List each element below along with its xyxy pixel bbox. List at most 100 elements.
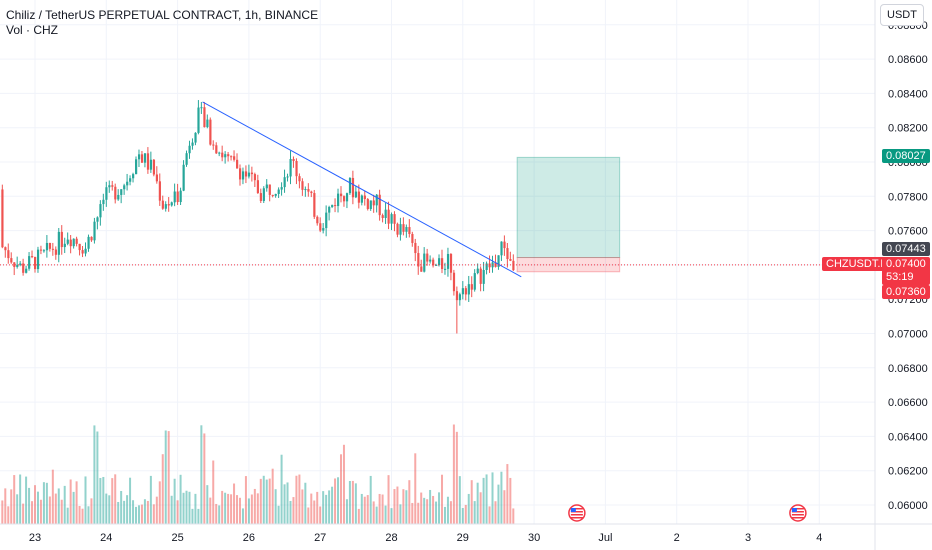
volume-bar — [441, 474, 444, 524]
volume-bar — [375, 506, 378, 524]
volume-bar — [482, 477, 485, 524]
volume-bar — [271, 468, 274, 524]
volume-bar — [256, 493, 259, 524]
us-flag-icon — [568, 504, 586, 522]
candle-body — [280, 187, 283, 190]
volume-bar — [34, 485, 36, 524]
candle-body — [51, 248, 55, 250]
volume-bar — [429, 489, 432, 524]
candle-body — [274, 193, 277, 196]
candle-body — [194, 132, 197, 143]
candle-body — [179, 190, 182, 203]
volume-bar — [378, 493, 381, 524]
candle-body — [253, 174, 257, 181]
candle-body — [75, 238, 78, 244]
volume-bar — [158, 481, 161, 524]
currency-button[interactable]: USDT — [880, 4, 924, 26]
event-flags[interactable] — [568, 504, 807, 522]
candle-body — [339, 193, 343, 197]
candle-body — [126, 181, 129, 186]
volume-bar — [114, 474, 117, 524]
volume-bar — [75, 481, 78, 524]
volume-bars — [1, 424, 515, 524]
volume-bar — [443, 506, 446, 524]
volume-bar — [238, 497, 241, 524]
volume-bar — [143, 499, 146, 524]
candle-body — [161, 200, 164, 209]
flag-stripe — [791, 508, 804, 510]
volume-bar — [420, 492, 423, 524]
candle-body — [295, 160, 298, 177]
volume-bar — [54, 493, 57, 524]
volume-bar — [57, 488, 60, 524]
candle-body — [28, 256, 31, 269]
candle-body — [215, 145, 218, 154]
volume-bar — [152, 504, 155, 524]
volume-bar — [399, 504, 402, 524]
volume-bar — [485, 474, 488, 524]
candle-body — [48, 242, 52, 249]
current-price-label: 0.07400 53:19 — [882, 257, 930, 285]
volume-bar — [87, 506, 90, 524]
candle-body — [170, 202, 173, 206]
volume-bar — [506, 464, 509, 524]
volume-bar — [176, 500, 179, 524]
candle-body — [221, 152, 224, 158]
volume-bar — [426, 499, 429, 524]
volume-bar — [423, 497, 426, 524]
flag-circle — [789, 504, 807, 522]
volume-bar — [140, 504, 143, 524]
candle-body — [485, 263, 488, 270]
candle-body — [313, 193, 316, 217]
time-axis[interactable]: 23 24 25 26 27 28 29 30 Jul 2 3 4 — [0, 523, 932, 544]
candle-body — [108, 185, 111, 188]
candle-body — [197, 107, 200, 133]
volume-bar — [51, 469, 54, 524]
volume-bar — [509, 477, 512, 524]
candle-body — [36, 249, 40, 270]
y-tick-label: 0.08400 — [888, 88, 928, 100]
volume-bar — [194, 493, 197, 524]
candlesticks — [1, 100, 515, 334]
volume-bar — [197, 508, 200, 524]
volume-bar — [259, 478, 262, 524]
candle-body — [227, 154, 230, 157]
volume-bar — [224, 492, 227, 524]
volume-bar — [265, 479, 268, 524]
y-tick-label: 0.06600 — [888, 397, 928, 409]
candle-body — [292, 158, 295, 161]
volume-bar — [39, 499, 42, 524]
candle-body — [149, 159, 153, 170]
volume-bar — [66, 507, 69, 524]
candle-body — [411, 234, 414, 243]
volume-bar — [126, 495, 129, 524]
volume-bar — [84, 476, 87, 524]
volume-bar — [310, 493, 313, 524]
candle-body — [399, 224, 402, 235]
volume-bar — [78, 505, 81, 524]
us-flag-icon — [789, 504, 807, 522]
volume-bar — [455, 431, 458, 524]
volume-bar — [334, 478, 337, 524]
candle-body — [476, 268, 479, 274]
candle-body — [455, 291, 459, 301]
long-position-tool[interactable] — [516, 156, 621, 273]
volume-bar — [81, 508, 84, 524]
candle-body — [247, 172, 251, 177]
trendline[interactable] — [202, 101, 522, 278]
candle-body — [426, 253, 429, 262]
candle-body — [250, 172, 254, 175]
volume-bar — [488, 506, 491, 524]
volume-bar — [286, 482, 289, 524]
candle-body — [464, 288, 467, 295]
volume-bar — [167, 431, 170, 524]
volume-bar — [7, 506, 10, 524]
volume-bar — [325, 494, 328, 524]
volume-bar — [244, 476, 247, 524]
candle-body — [22, 263, 25, 273]
volume-bar — [253, 488, 256, 524]
candle-body — [277, 189, 280, 194]
volume-bar — [357, 508, 360, 524]
volume-bar — [473, 501, 476, 524]
